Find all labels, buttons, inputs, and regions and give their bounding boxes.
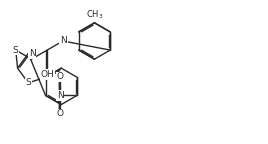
- Text: CH$_3$: CH$_3$: [97, 0, 114, 3]
- Text: N: N: [29, 49, 36, 58]
- Text: O: O: [57, 109, 64, 118]
- Text: N: N: [60, 36, 67, 46]
- Text: S: S: [25, 78, 31, 87]
- Text: CH$_3$: CH$_3$: [86, 8, 103, 21]
- Text: S: S: [13, 46, 18, 55]
- Text: OH: OH: [40, 70, 54, 79]
- Text: N: N: [57, 91, 64, 100]
- Text: O: O: [57, 72, 64, 82]
